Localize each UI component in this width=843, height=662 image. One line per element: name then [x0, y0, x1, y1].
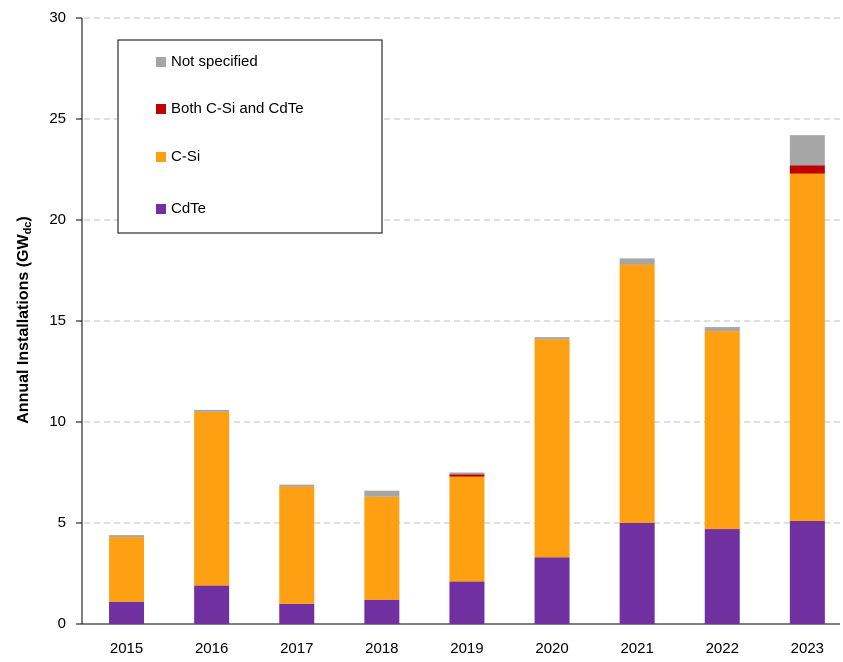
- bar-segment: [789, 135, 825, 166]
- legend-label: Both C-Si and CdTe: [171, 100, 304, 117]
- legend-box: [117, 39, 383, 234]
- bar-segment: [109, 537, 145, 602]
- y-axis-label: Annual Installations (GWdc): [15, 216, 34, 424]
- y-tick-label: 10: [49, 413, 66, 430]
- y-tick-label: 5: [58, 514, 66, 531]
- y-tick-label: 15: [49, 312, 66, 329]
- legend-swatch: [156, 104, 166, 114]
- legend-swatch: [156, 204, 166, 214]
- bar-segment: [704, 529, 740, 624]
- legend-label: C-Si: [171, 148, 200, 165]
- bar-segment: [704, 327, 740, 332]
- legend-swatch: [156, 152, 166, 162]
- x-tick-label: 2021: [620, 640, 653, 657]
- x-tick-label: 2022: [706, 640, 739, 657]
- x-tick-label: 2017: [280, 640, 313, 657]
- bar-segment: [109, 601, 145, 624]
- legend-swatch: [156, 57, 166, 67]
- bar-segment: [619, 523, 655, 624]
- bar-segment: [364, 490, 400, 497]
- y-label-main: Annual Installations (GW: [15, 234, 32, 424]
- bar-segment: [619, 258, 655, 265]
- bar-segment: [619, 264, 655, 523]
- bar-segment: [449, 472, 485, 475]
- y-tick-label: 25: [49, 110, 66, 127]
- x-tick-label: 2020: [535, 640, 568, 657]
- bar-segment: [534, 339, 570, 558]
- y-label-end: ): [15, 216, 32, 221]
- bar-segment: [704, 331, 740, 530]
- bar-segment: [789, 173, 825, 521]
- bar-segment: [109, 535, 145, 538]
- bar-segment: [534, 557, 570, 624]
- x-tick-label: 2016: [195, 640, 228, 657]
- bar-segment: [279, 603, 315, 624]
- x-tick-label: 2018: [365, 640, 398, 657]
- bar-segment: [194, 409, 230, 412]
- bar-segment: [449, 476, 485, 582]
- bar-segment: [534, 337, 570, 340]
- x-tick-label: 2019: [450, 640, 483, 657]
- bar-segment: [364, 599, 400, 624]
- y-tick-label: 0: [58, 615, 66, 632]
- bar-segment: [279, 484, 315, 487]
- bar-segment: [194, 585, 230, 624]
- bar-segment: [789, 520, 825, 624]
- y-label-sub: dc: [22, 222, 34, 235]
- bar-segment: [449, 474, 485, 477]
- y-tick-label: 30: [49, 9, 66, 26]
- y-tick-label: 20: [49, 211, 66, 228]
- bar-segment: [279, 486, 315, 604]
- x-tick-label: 2023: [791, 640, 824, 657]
- bar-segment: [364, 496, 400, 600]
- x-tick-label: 2015: [110, 640, 143, 657]
- legend-label: CdTe: [171, 200, 206, 217]
- bar-segment: [449, 581, 485, 624]
- legend-label: Not specified: [171, 53, 258, 70]
- bar-segment: [789, 165, 825, 174]
- bar-segment: [194, 411, 230, 586]
